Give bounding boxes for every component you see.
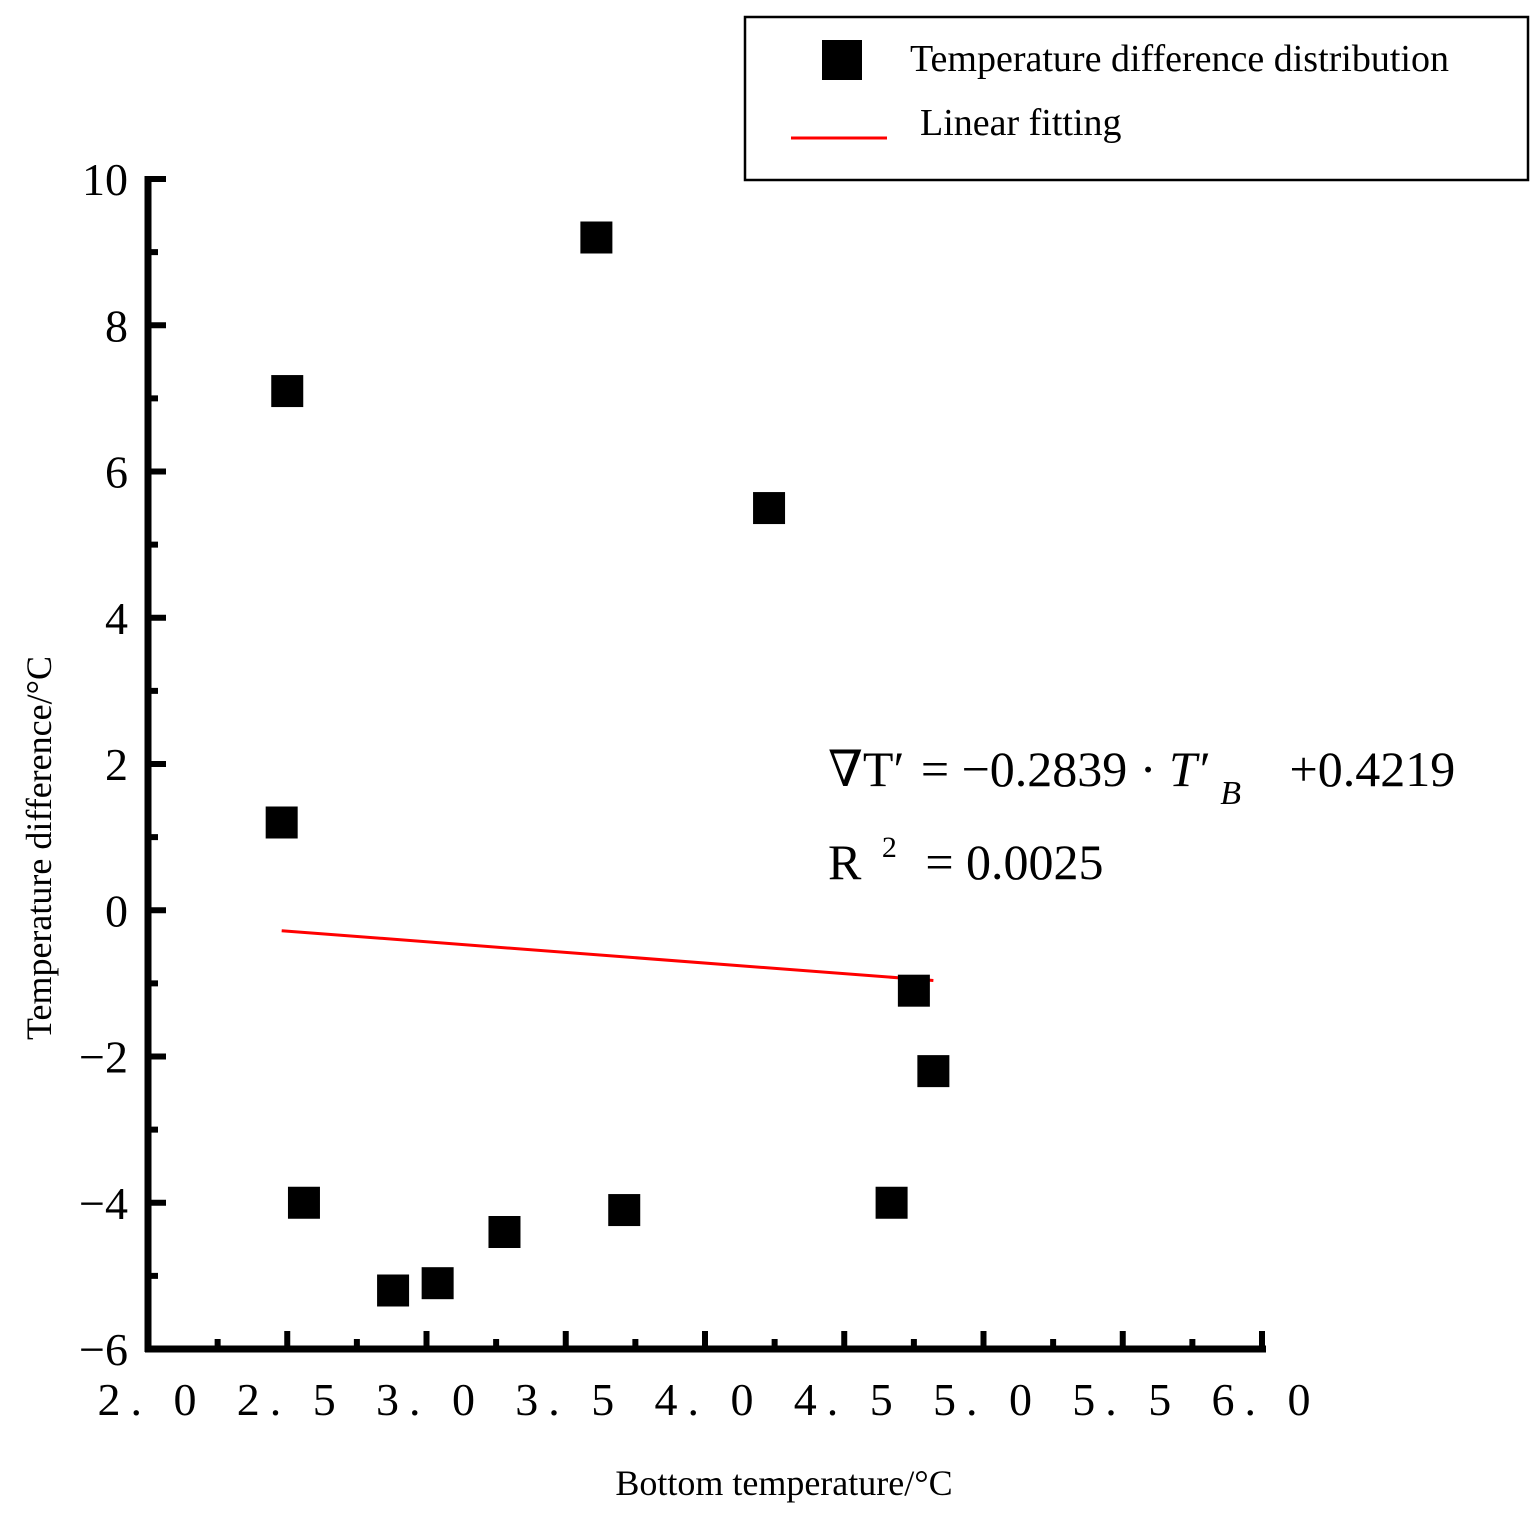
axes: −6 −4 −2 0 2 4 6 8 10 2. 0 2. 5 3. 0 3. 5 4. 0 4. 5 5.… xyxy=(79,154,1321,1425)
legend: Temperature difference distribution Line… xyxy=(743,15,1530,182)
fit-equation: ∇T′ = −0.2839 · T′ B +0.4219 xyxy=(828,741,1455,815)
scatter-point xyxy=(875,1186,908,1219)
scatter-point xyxy=(421,1267,454,1300)
scatter-point xyxy=(287,1186,320,1219)
r-squared-value: = 0.0025 xyxy=(925,834,1103,890)
legend-scatter-marker xyxy=(822,40,862,80)
scatter-point xyxy=(265,806,298,839)
x-tick-label: 4. 0 xyxy=(655,1374,764,1425)
x-ticks: 2. 0 2. 5 3. 0 3. 5 4. 0 4. 5 5. 0 5. 5 6. 0 xyxy=(98,1331,1321,1425)
y-tick-label: 2 xyxy=(105,739,128,790)
y-tick-label: −4 xyxy=(79,1178,128,1229)
equation-lhs: ∇T′ xyxy=(828,741,904,797)
equation-equals: = xyxy=(921,741,949,797)
scatter-points xyxy=(265,221,950,1307)
legend-box xyxy=(743,15,1530,182)
y-tick-label: −2 xyxy=(79,1032,128,1083)
scatter-point xyxy=(753,492,786,525)
scatter-point xyxy=(608,1194,641,1227)
legend-line-label: Linear fitting xyxy=(920,102,1122,144)
linear-fit-line xyxy=(281,929,934,982)
r-squared: R 2 = 0.0025 xyxy=(828,812,1104,890)
y-tick-label: 8 xyxy=(105,300,128,351)
x-tick-label: 5. 0 xyxy=(933,1374,1042,1425)
scatter-point xyxy=(580,221,613,254)
equation-coefficient: −0.2839 · xyxy=(962,741,1169,797)
x-tick-label: 2. 5 xyxy=(237,1374,346,1425)
equation-constant: +0.4219 xyxy=(1290,741,1456,797)
y-axis-title: Temperature difference/°C xyxy=(19,656,59,1040)
x-tick-label: 3. 5 xyxy=(515,1374,624,1425)
scatter-point xyxy=(377,1274,410,1307)
x-tick-label: 4. 5 xyxy=(794,1374,903,1425)
legend-scatter-label: Temperature difference distribution xyxy=(910,38,1449,80)
y-tick-label: 6 xyxy=(105,447,128,498)
equation-subscript: B xyxy=(1220,775,1241,812)
r-squared-superscript: 2 xyxy=(882,831,897,864)
y-ticks: −6 −4 −2 0 2 4 6 8 10 xyxy=(79,154,166,1375)
x-axis-title: Bottom temperature/°C xyxy=(615,1463,952,1503)
equation-variable: T′ xyxy=(1169,741,1209,797)
r-squared-r: R xyxy=(828,834,862,890)
scatter-point xyxy=(897,974,930,1007)
y-tick-label: −6 xyxy=(79,1324,128,1375)
fit-line-group xyxy=(281,929,934,982)
x-tick-label: 6. 0 xyxy=(1212,1374,1321,1425)
x-tick-label: 2. 0 xyxy=(98,1374,207,1425)
scatter-point xyxy=(488,1216,521,1248)
x-tick-label: 5. 5 xyxy=(1072,1374,1181,1425)
y-tick-label: 0 xyxy=(105,885,128,936)
scatter-point xyxy=(917,1055,950,1088)
y-tick-label: 10 xyxy=(82,154,128,205)
x-tick-label: 3. 0 xyxy=(376,1374,485,1425)
scatter-point xyxy=(271,375,304,408)
y-tick-label: 4 xyxy=(105,593,128,644)
